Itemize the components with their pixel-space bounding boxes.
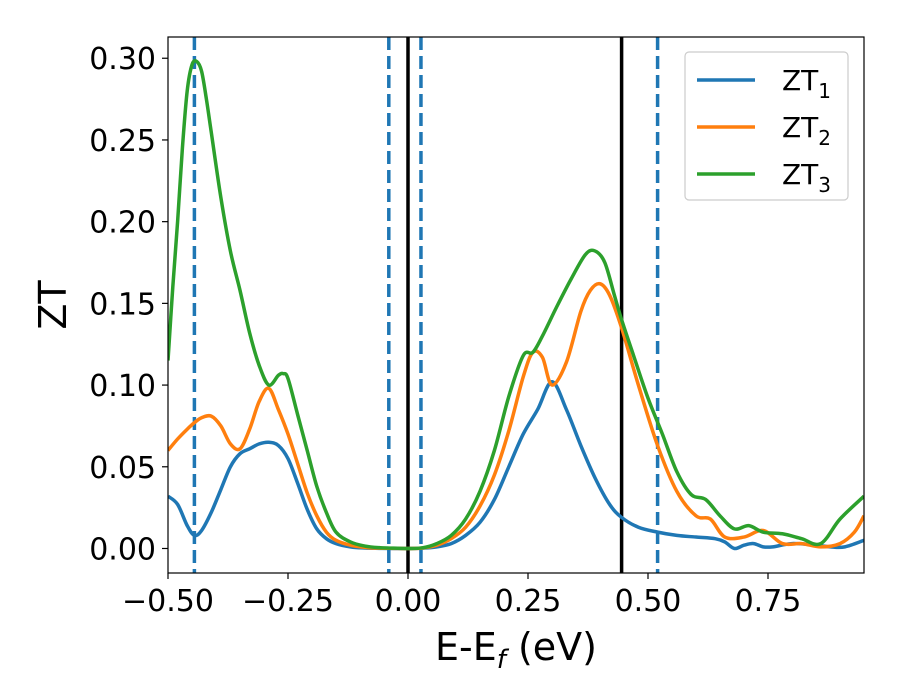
y-tick-label: 0.05	[89, 451, 156, 486]
y-tick-label: 0.25	[89, 124, 156, 159]
y-tick-label: 0.00	[89, 532, 156, 567]
x-tick-label: 0.75	[735, 584, 802, 619]
plot-frame	[167, 36, 865, 574]
y-axis: 0.00 0.05 0.10 0.15 0.20 0.25 0.30	[89, 42, 168, 567]
legend-label-zt2: ZT2	[782, 111, 831, 150]
y-tick-label: 0.30	[89, 42, 156, 77]
x-axis: −0.50 −0.25 0.00 0.25 0.50 0.75	[122, 573, 801, 619]
x-tick-label: −0.25	[242, 584, 334, 619]
x-axis-title: E-Ef (eV)	[435, 625, 597, 675]
legend-label-zt3: ZT3	[782, 158, 831, 197]
x-tick-label: −0.50	[122, 584, 214, 619]
series-line-zt2	[168, 281, 864, 551]
x-tick-label: 0.00	[375, 584, 442, 619]
series-line-zt1	[168, 380, 864, 551]
reference-lines	[192, 37, 660, 573]
series-line-zt3	[168, 59, 864, 551]
y-tick-label: 0.10	[89, 369, 156, 404]
legend-box	[684, 51, 849, 201]
y-tick-label: 0.15	[89, 287, 156, 322]
y-tick-label: 0.20	[89, 206, 156, 241]
x-tick-label: 0.25	[495, 584, 562, 619]
y-axis-title: ZT	[31, 280, 75, 330]
series-layer	[168, 59, 864, 551]
x-tick-label: 0.50	[615, 584, 682, 619]
legend: ZT1 ZT2 ZT3	[684, 51, 849, 201]
legend-label-zt1: ZT1	[782, 64, 831, 103]
